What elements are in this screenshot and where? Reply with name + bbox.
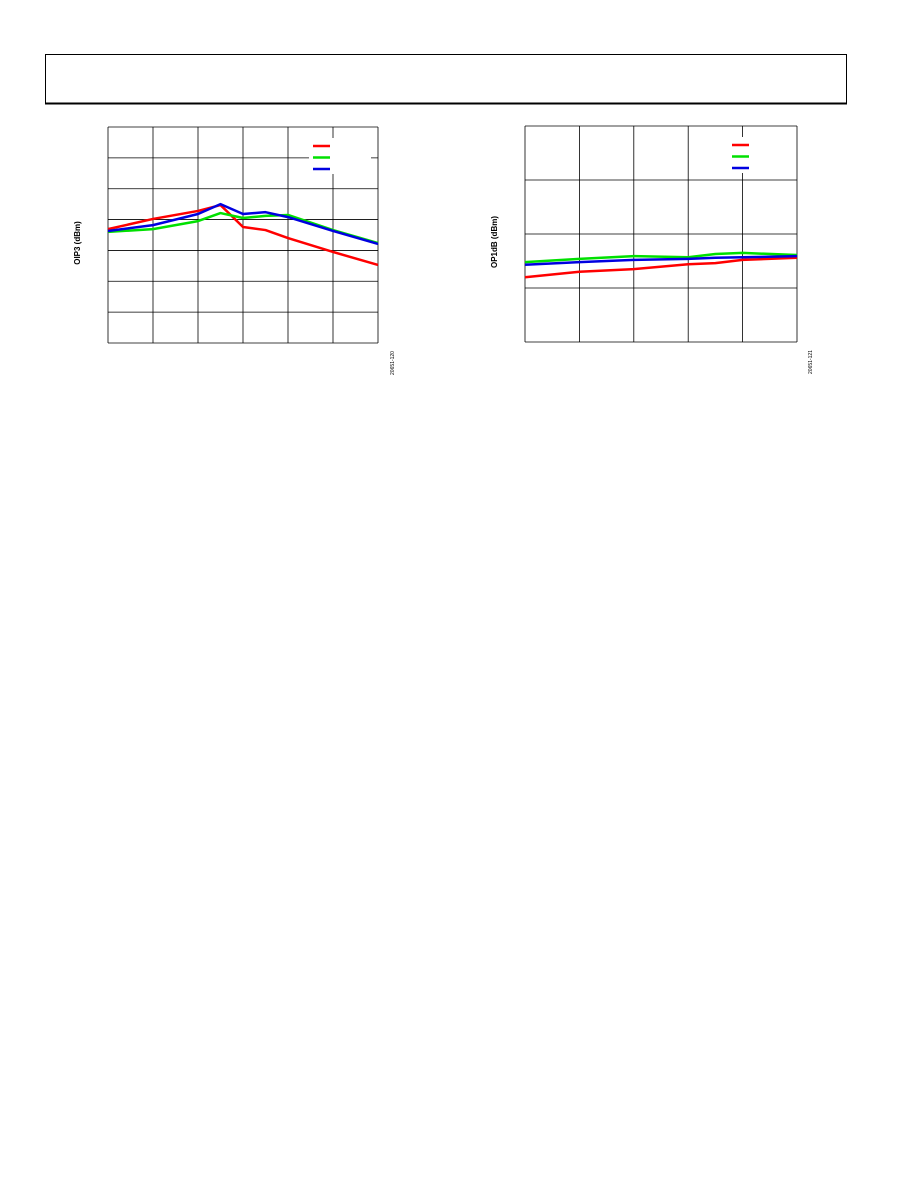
series-line bbox=[524, 251, 798, 264]
figure-id: 20651-121 bbox=[808, 350, 814, 374]
y-axis-label: OP1dB (dBm) bbox=[490, 216, 499, 268]
series-line bbox=[107, 211, 379, 245]
series-line bbox=[107, 203, 379, 267]
series-line bbox=[107, 202, 379, 246]
header-box bbox=[45, 54, 847, 104]
series-line bbox=[524, 256, 798, 279]
series-line bbox=[524, 254, 798, 267]
y-axis-label: OIP3 (dBm) bbox=[73, 221, 82, 265]
figure-id: 20651-120 bbox=[390, 351, 396, 375]
